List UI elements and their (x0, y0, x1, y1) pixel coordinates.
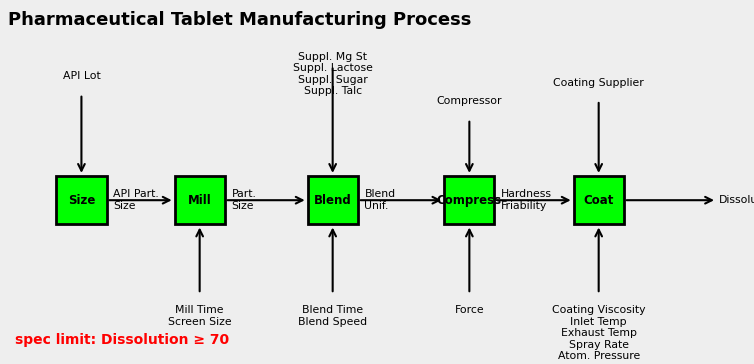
Text: Hardness
Friability: Hardness Friability (501, 189, 552, 211)
Text: Part.
Size: Part. Size (231, 189, 256, 211)
Text: Compress: Compress (437, 194, 502, 207)
Text: Mill: Mill (188, 194, 212, 207)
FancyBboxPatch shape (574, 176, 624, 225)
FancyBboxPatch shape (444, 176, 495, 225)
Text: Blend: Blend (314, 194, 351, 207)
FancyBboxPatch shape (308, 176, 358, 225)
Text: Dissolution: Dissolution (719, 195, 754, 205)
Text: spec limit: Dissolution ≥ 70: spec limit: Dissolution ≥ 70 (15, 333, 229, 347)
Text: Force: Force (455, 305, 484, 315)
FancyBboxPatch shape (57, 176, 106, 225)
Text: API Part.
Size: API Part. Size (113, 189, 159, 211)
Text: Mill Time
Screen Size: Mill Time Screen Size (168, 305, 231, 327)
Text: Blend
Unif.: Blend Unif. (364, 189, 396, 211)
Text: Coat: Coat (584, 194, 614, 207)
Text: Coating Supplier: Coating Supplier (553, 78, 644, 87)
Text: Compressor: Compressor (437, 96, 502, 106)
Text: Suppl. Mg St
Suppl. Lactose
Suppl. Sugar
Suppl. Talc: Suppl. Mg St Suppl. Lactose Suppl. Sugar… (293, 51, 372, 96)
Text: API Lot: API Lot (63, 71, 100, 81)
FancyBboxPatch shape (174, 176, 225, 225)
Text: Coating Viscosity
Inlet Temp
Exhaust Temp
Spray Rate
Atom. Pressure: Coating Viscosity Inlet Temp Exhaust Tem… (552, 305, 645, 361)
Text: Size: Size (68, 194, 95, 207)
Text: Pharmaceutical Tablet Manufacturing Process: Pharmaceutical Tablet Manufacturing Proc… (8, 11, 471, 29)
Text: Blend Time
Blend Speed: Blend Time Blend Speed (298, 305, 367, 327)
